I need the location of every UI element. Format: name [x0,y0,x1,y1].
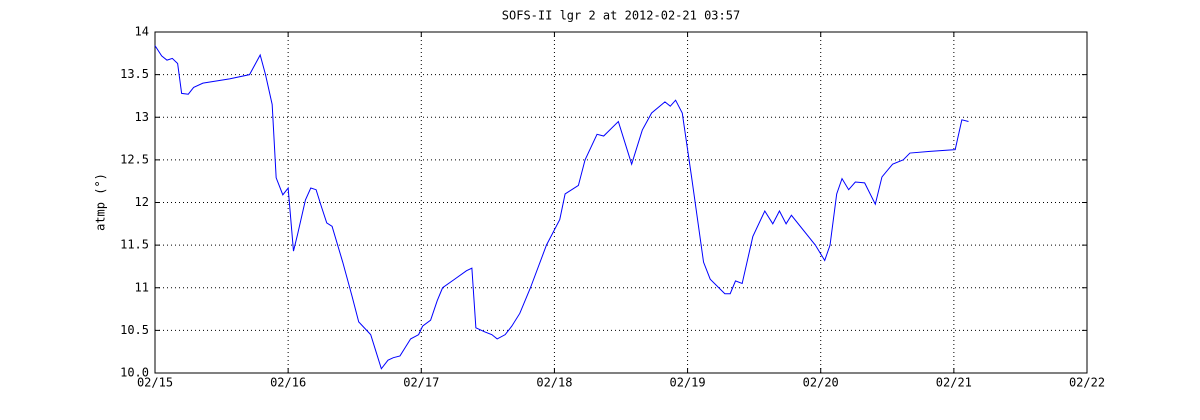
y-tick-label: 14 [135,25,149,39]
x-tick-label: 02/22 [1069,376,1105,390]
y-axis-label: atmp (°) [94,173,108,231]
x-tick-label: 02/19 [670,376,706,390]
chart-title: SOFS-II lgr 2 at 2012-02-21 03:57 [502,9,740,23]
y-tick-label: 12.5 [120,152,149,166]
x-tick-label: 02/17 [403,376,439,390]
y-tick-label: 12 [135,195,149,209]
x-tick-label: 02/15 [137,376,173,390]
x-tick-label: 02/18 [536,376,572,390]
x-tick-label: 02/16 [270,376,306,390]
y-tick-label: 13.5 [120,67,149,81]
plot-frame [154,31,1088,374]
y-tick-label: 11.5 [120,238,149,252]
y-tick-label: 10.5 [120,323,149,337]
y-tick-label: 13 [135,110,149,124]
y-tick-label: 11 [135,280,149,294]
x-tick-label: 02/21 [936,376,972,390]
data-line [154,45,969,370]
y-tick-label: 10.0 [120,366,149,380]
x-tick-label: 02/20 [803,376,839,390]
